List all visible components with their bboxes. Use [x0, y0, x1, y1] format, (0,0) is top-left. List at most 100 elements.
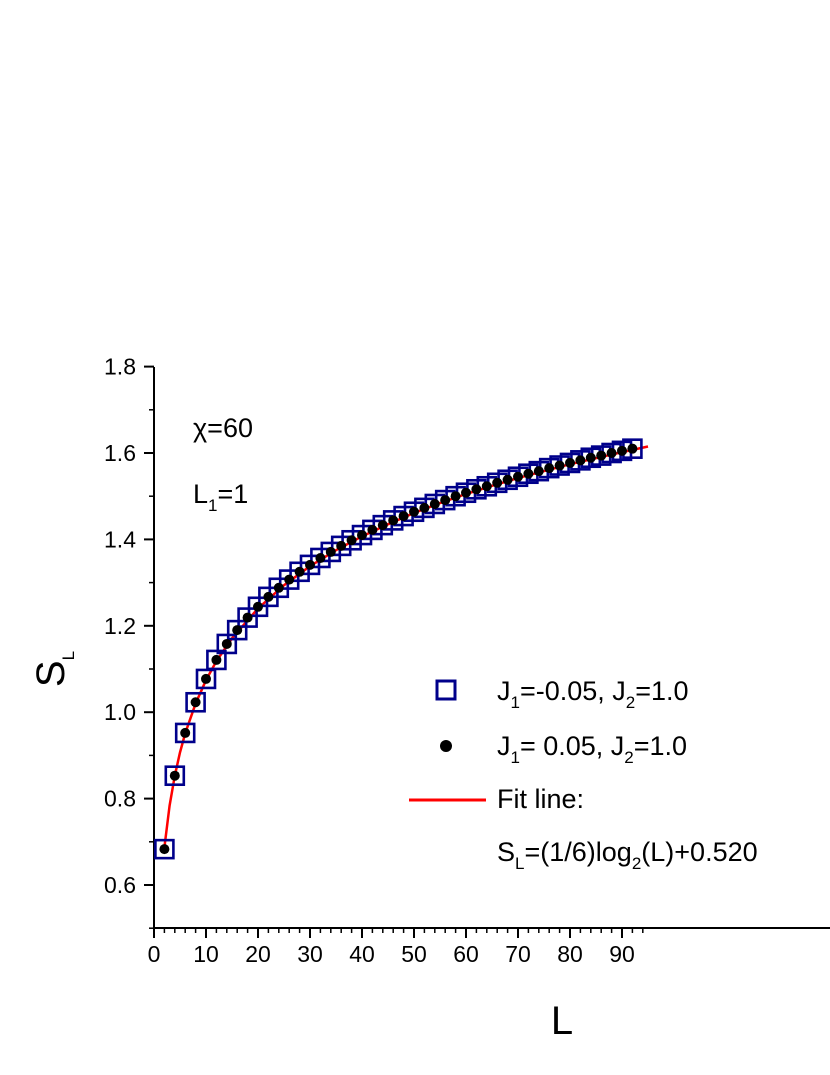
circle-point	[284, 574, 295, 585]
square-point	[330, 535, 352, 557]
circle-point	[575, 455, 586, 466]
circle-point	[273, 582, 284, 593]
circle-point	[315, 552, 326, 563]
circle-point	[211, 654, 222, 665]
legend-circle-marker	[440, 740, 452, 752]
x-tick-label: 60	[453, 941, 479, 967]
svg-text:SL: SL	[29, 651, 78, 687]
legend-label-fit-formula: SL=(1/6)log2(L)+0.520	[497, 837, 758, 873]
circle-point	[627, 443, 638, 454]
circle-point	[523, 468, 534, 479]
circle-point	[388, 515, 399, 526]
circle-point	[513, 471, 523, 482]
circle-point	[263, 591, 274, 602]
circle-point	[357, 530, 367, 541]
circle-point	[419, 502, 430, 513]
circle-point	[429, 498, 440, 509]
circle-point	[221, 638, 232, 649]
x-tick-label: 40	[349, 941, 375, 967]
y-tick-label: 0.6	[104, 872, 136, 898]
square-point	[299, 554, 321, 576]
annotation-chi: χ=60	[193, 413, 253, 443]
square-point	[341, 529, 362, 551]
square-point	[185, 691, 206, 713]
circle-point	[617, 445, 627, 456]
y-tick-label: 0.8	[104, 786, 136, 812]
square-point	[289, 561, 310, 583]
circle-point	[606, 448, 617, 458]
y-tick-label: 1.6	[104, 440, 136, 466]
circle-point	[471, 484, 482, 495]
x-tick-label: 30	[297, 941, 323, 967]
circle-point	[377, 520, 388, 531]
circle-point	[169, 770, 180, 781]
legend-label-series-1: J1=-0.05, J2=1.0	[497, 676, 689, 712]
square-point	[174, 722, 196, 744]
circle-point	[325, 546, 336, 557]
circle-point	[180, 727, 191, 738]
square-point	[310, 547, 331, 569]
square-point	[351, 524, 373, 546]
y-tick-label: 1.8	[104, 354, 136, 380]
circle-point	[481, 481, 492, 492]
circle-point	[242, 612, 253, 623]
y-tick-label: 1.0	[104, 699, 136, 725]
square-point	[206, 649, 227, 671]
circle-point	[585, 452, 596, 463]
square-point	[154, 838, 175, 860]
circle-point	[367, 524, 378, 535]
legend: J1=-0.05, J2=1.0 J1= 0.05, J2=1.0 Fit li…	[409, 676, 758, 873]
legend-label-series-2: J1= 0.05, J2=1.0	[497, 731, 687, 767]
x-tick-label: 90	[609, 941, 635, 967]
circle-point	[554, 460, 565, 471]
legend-square-marker	[435, 679, 457, 701]
square-point	[320, 541, 342, 563]
circle-point	[201, 673, 211, 684]
circle-point	[565, 457, 575, 468]
circle-point	[253, 601, 263, 612]
circle-point	[544, 463, 555, 474]
square-point	[195, 668, 217, 690]
y-axis-title-main: S	[29, 660, 73, 687]
circle-point	[492, 477, 503, 488]
annotation-l1-sub: 1	[208, 496, 217, 515]
circle-point	[502, 474, 513, 485]
annotation-l1: L1=1	[193, 479, 248, 515]
axes	[153, 367, 830, 929]
circle-point	[409, 506, 419, 517]
annotation-l1-main: L	[193, 479, 208, 509]
y-tick-label: 1.2	[104, 613, 136, 639]
circle-point	[398, 511, 409, 522]
circle-point	[336, 540, 347, 551]
circle-point	[461, 487, 471, 498]
y-axis-title: SL	[29, 651, 78, 687]
square-point	[237, 607, 258, 628]
circle-point	[294, 566, 305, 577]
x-axis-title: L	[551, 999, 573, 1043]
circle-point	[596, 450, 607, 461]
x-tick-label: 80	[557, 941, 583, 967]
circle-point	[346, 535, 357, 546]
x-tick-label: 0	[148, 941, 161, 967]
legend-label-fit-title: Fit line:	[497, 784, 584, 814]
square-point	[216, 633, 238, 655]
circle-point	[305, 559, 315, 570]
circle-marker-layer	[159, 443, 638, 855]
square-point	[226, 619, 248, 641]
circle-point	[190, 697, 201, 708]
circle-point	[232, 625, 243, 636]
annotation-l1-suffix: =1	[218, 479, 249, 509]
square-point	[164, 765, 186, 787]
y-axis-title-sub: L	[59, 651, 78, 660]
x-tick-label: 20	[245, 941, 271, 967]
circle-point	[533, 466, 544, 477]
y-tick-label: 1.4	[104, 526, 136, 552]
circle-point	[159, 844, 170, 855]
x-tick-label: 70	[505, 941, 531, 967]
x-tick-label: 50	[401, 941, 427, 967]
circle-point	[450, 491, 461, 502]
circle-point	[440, 495, 451, 506]
ticks: 0 10 20 30 40 50 60 70 80 90 0.6 0.8 1.0 1.2 1.4 1.6 1.8	[104, 354, 644, 967]
x-tick-label: 10	[193, 941, 219, 967]
